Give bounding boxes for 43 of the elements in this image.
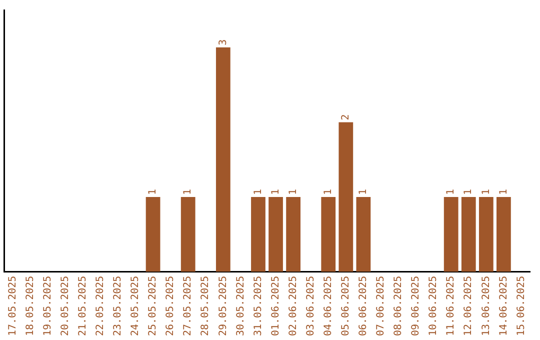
x-tick-label: 06.06.2025	[358, 276, 370, 336]
x-tick-label: 13.06.2025	[480, 276, 492, 336]
x-tick-label: 29.05.2025	[218, 276, 229, 336]
x-tick-label: 14.06.2025	[498, 276, 510, 336]
x-tick-label: 26.05.2025	[165, 276, 176, 336]
x-tick-label: 09.06.2025	[410, 276, 422, 336]
x-tick-label: 28.05.2025	[200, 276, 212, 336]
x-tick-label: 05.06.2025	[340, 276, 352, 336]
x-tick-label: 27.05.2025	[182, 276, 194, 336]
x-tick-label: 24.05.2025	[130, 276, 142, 336]
x-tick-label: 02.06.2025	[288, 276, 299, 336]
x-tick-label: 17.05.2025	[7, 276, 18, 336]
x-tick-label: 15.06.2025	[516, 276, 527, 336]
data-label: 2	[340, 114, 352, 120]
data-label: 3	[218, 39, 229, 46]
data-label: 1	[322, 188, 334, 195]
x-tick-label: 31.05.2025	[252, 276, 264, 336]
x-tick-label: 25.05.2025	[148, 276, 159, 336]
data-label: 1	[498, 188, 510, 195]
x-tick-label: 20.05.2025	[60, 276, 71, 336]
x-tick-label: 19.05.2025	[42, 276, 54, 336]
x-tick-label: 03.06.2025	[305, 276, 316, 336]
data-label: 1	[288, 188, 299, 195]
x-tick-label: 22.05.2025	[95, 276, 106, 336]
data-label: 1	[270, 188, 282, 195]
x-tick-label: 30.05.2025	[235, 276, 246, 336]
x-tick-label: 18.05.2025	[24, 276, 36, 336]
x-tick-label: 23.05.2025	[112, 276, 124, 336]
data-label: 1	[463, 188, 474, 195]
data-label: 1	[358, 188, 370, 195]
x-tick-label: 08.06.2025	[393, 276, 404, 336]
data-label: 1	[182, 188, 194, 195]
x-tick-label: 07.06.2025	[376, 276, 387, 336]
x-tick-label: 12.06.2025	[463, 276, 474, 336]
data-label: 1	[446, 188, 457, 195]
x-tick-label: 11.06.2025	[446, 276, 457, 336]
x-tick-label: 21.05.2025	[77, 276, 88, 336]
x-tick-label: 01.06.2025	[270, 276, 282, 336]
data-label: 1	[148, 188, 159, 195]
data-label: 1	[252, 188, 264, 195]
data-label: 1	[480, 188, 492, 195]
x-tick-label: 04.06.2025	[322, 276, 334, 336]
x-tick-label: 10.06.2025	[428, 276, 440, 336]
